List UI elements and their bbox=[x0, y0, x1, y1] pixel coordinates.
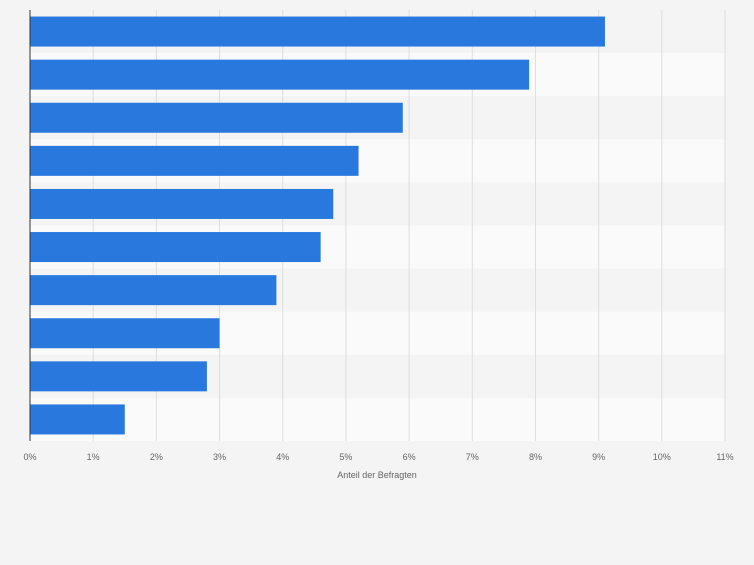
x-tick-label: 1% bbox=[87, 452, 100, 462]
x-tick-label: 4% bbox=[276, 452, 289, 462]
bar bbox=[30, 16, 605, 47]
bars bbox=[30, 16, 605, 435]
bar bbox=[30, 232, 321, 263]
bar bbox=[30, 188, 334, 219]
x-tick-label: 6% bbox=[403, 452, 416, 462]
bar bbox=[30, 59, 530, 90]
bar bbox=[30, 318, 220, 349]
x-tick-label: 10% bbox=[653, 452, 671, 462]
row-band bbox=[30, 397, 725, 441]
x-tick-label: 0% bbox=[23, 452, 36, 462]
x-tick-label: 3% bbox=[213, 452, 226, 462]
x-tick-label: 9% bbox=[592, 452, 605, 462]
x-tick-label: 11% bbox=[716, 452, 733, 462]
x-axis-label: Anteil der Befragten bbox=[337, 470, 417, 480]
x-tick-label: 8% bbox=[529, 452, 542, 462]
x-tick-label: 2% bbox=[150, 452, 163, 462]
x-tick-labels: 0% 1% 2% 3% 4% 5% 6% 7% 8% 9% 10% 11% bbox=[23, 452, 733, 462]
bar bbox=[30, 145, 359, 176]
bar bbox=[30, 404, 125, 435]
bar bbox=[30, 361, 207, 392]
bar bbox=[30, 275, 277, 306]
x-tick-label: 5% bbox=[339, 452, 352, 462]
bar bbox=[30, 102, 403, 133]
x-tick-label: 7% bbox=[466, 452, 479, 462]
